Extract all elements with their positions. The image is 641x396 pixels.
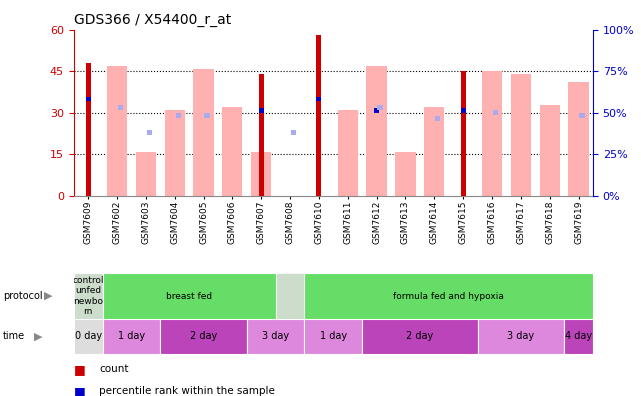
Text: count: count: [99, 364, 129, 375]
Bar: [493, 110, 498, 115]
Bar: [194, 69, 213, 196]
Bar: [118, 105, 123, 110]
Text: 0 day: 0 day: [74, 331, 102, 341]
Bar: [160, 319, 247, 354]
Text: ▶: ▶: [44, 291, 53, 301]
Bar: [482, 71, 502, 196]
Bar: [435, 116, 440, 121]
Bar: [378, 105, 383, 110]
Bar: [424, 107, 444, 196]
Bar: [511, 74, 531, 196]
Bar: [103, 319, 160, 354]
Bar: [85, 63, 91, 196]
Bar: [316, 97, 322, 101]
Bar: [222, 107, 242, 196]
Bar: [362, 319, 478, 354]
Bar: [103, 273, 276, 319]
Text: breast fed: breast fed: [166, 291, 212, 301]
Bar: [304, 273, 593, 319]
Text: GDS366 / X54400_r_at: GDS366 / X54400_r_at: [74, 13, 231, 27]
Bar: [258, 74, 264, 196]
Text: 1 day: 1 day: [118, 331, 145, 341]
Text: ▶: ▶: [34, 331, 43, 341]
Bar: [460, 108, 466, 112]
Text: protocol: protocol: [3, 291, 43, 301]
Bar: [165, 110, 185, 196]
Bar: [460, 71, 466, 196]
Bar: [579, 113, 585, 118]
Text: control
unfed
newbo
rn: control unfed newbo rn: [72, 276, 104, 316]
Text: 1 day: 1 day: [320, 331, 347, 341]
Bar: [251, 152, 271, 196]
Bar: [564, 319, 593, 354]
Bar: [247, 319, 304, 354]
Text: percentile rank within the sample: percentile rank within the sample: [99, 386, 275, 396]
Bar: [395, 152, 415, 196]
Text: 4 day: 4 day: [565, 331, 592, 341]
Bar: [276, 273, 304, 319]
Bar: [107, 66, 127, 196]
Text: formula fed and hypoxia: formula fed and hypoxia: [394, 291, 504, 301]
Bar: [176, 113, 181, 118]
Bar: [291, 130, 296, 135]
Text: 2 day: 2 day: [406, 331, 433, 341]
Bar: [85, 97, 91, 101]
Bar: [338, 110, 358, 196]
Bar: [367, 66, 387, 196]
Text: 2 day: 2 day: [190, 331, 217, 341]
Text: 3 day: 3 day: [262, 331, 289, 341]
Bar: [204, 113, 210, 118]
Text: 3 day: 3 day: [507, 331, 535, 341]
Text: time: time: [3, 331, 26, 341]
Bar: [147, 130, 152, 135]
Bar: [258, 108, 264, 112]
Bar: [478, 319, 564, 354]
Bar: [569, 82, 588, 196]
Bar: [304, 319, 362, 354]
Bar: [74, 273, 103, 319]
Text: ■: ■: [74, 363, 86, 376]
Bar: [74, 319, 103, 354]
Text: ■: ■: [74, 385, 86, 396]
Bar: [316, 35, 322, 196]
Bar: [540, 105, 560, 196]
Bar: [136, 152, 156, 196]
Bar: [374, 108, 379, 112]
